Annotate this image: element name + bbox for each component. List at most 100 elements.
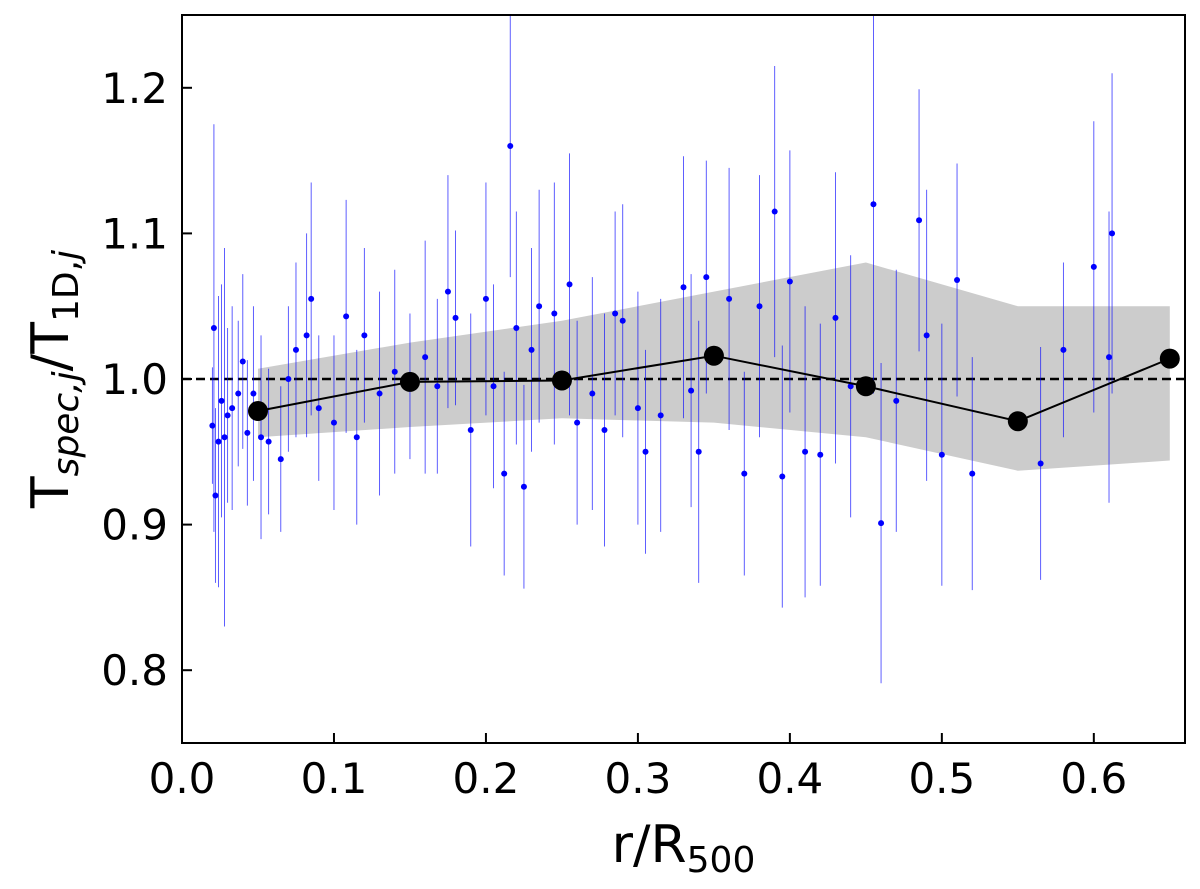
data-point <box>343 313 350 320</box>
data-point <box>250 390 257 397</box>
y-axis-label-part: 1D, <box>46 260 87 322</box>
data-point <box>771 208 778 215</box>
data-point <box>726 295 733 302</box>
data-point <box>680 284 687 291</box>
x-tick-label: 0.2 <box>453 754 520 803</box>
x-tick-label: 0.4 <box>756 754 823 803</box>
data-point <box>779 473 786 480</box>
data-point <box>536 303 543 310</box>
data-point <box>490 383 497 390</box>
data-point <box>513 325 520 332</box>
data-point <box>315 405 322 412</box>
data-point <box>292 346 299 353</box>
data-point <box>209 422 216 429</box>
x-axis-label-part: 500 <box>687 840 756 881</box>
data-point <box>832 314 839 321</box>
data-point <box>786 278 793 285</box>
data-point <box>391 368 398 375</box>
data-point <box>376 390 383 397</box>
data-point <box>244 429 251 436</box>
data-point <box>501 470 508 477</box>
data-point <box>938 451 945 458</box>
x-tick-label: 0.1 <box>301 754 368 803</box>
data-point <box>847 383 854 390</box>
data-point <box>893 397 900 404</box>
data-point <box>756 303 763 310</box>
data-point <box>258 434 265 441</box>
data-point <box>330 419 337 426</box>
data-point <box>954 276 961 283</box>
data-point <box>507 143 514 150</box>
y-tick-label: 1.0 <box>101 355 168 404</box>
data-point <box>817 451 824 458</box>
data-point <box>566 281 573 288</box>
x-tick-label: 0.6 <box>1060 754 1127 803</box>
data-point <box>703 274 710 281</box>
y-tick-label: 0.9 <box>101 501 168 550</box>
data-point <box>239 358 246 365</box>
data-point <box>218 397 225 404</box>
data-point <box>612 310 619 317</box>
data-point <box>695 448 702 455</box>
data-point <box>482 295 489 302</box>
data-point <box>741 470 748 477</box>
data-point <box>688 387 695 394</box>
binned-point <box>855 376 876 397</box>
data-point <box>235 390 242 397</box>
y-axis-label-part: T <box>21 476 81 509</box>
data-point <box>969 470 976 477</box>
data-point <box>422 354 429 361</box>
data-point <box>574 419 581 426</box>
data-point <box>528 346 535 353</box>
data-point <box>923 332 930 339</box>
data-point <box>1060 346 1067 353</box>
x-tick-label: 0.3 <box>605 754 672 803</box>
data-point <box>212 492 219 499</box>
data-point <box>361 332 368 339</box>
data-point <box>878 520 885 527</box>
data-point <box>467 426 474 433</box>
data-point <box>870 201 877 208</box>
data-point <box>221 434 228 441</box>
x-axis-label: r/R500 <box>612 815 756 881</box>
data-point <box>444 288 451 295</box>
data-point <box>229 405 236 412</box>
data-point <box>452 314 459 321</box>
data-point <box>802 448 809 455</box>
data-point <box>916 217 923 224</box>
y-axis-label-part: /T <box>21 322 81 372</box>
binned-point <box>399 371 420 392</box>
y-tick-label: 1.1 <box>101 209 168 258</box>
y-axis-label-part: spec,j <box>46 371 87 476</box>
data-point <box>601 426 608 433</box>
y-tick-label: 0.8 <box>101 646 168 695</box>
data-point <box>308 295 315 302</box>
data-point <box>285 376 292 382</box>
x-tick-label: 0.5 <box>908 754 975 803</box>
y-tick-label: 1.2 <box>101 64 168 113</box>
data-point <box>520 483 527 490</box>
binned-point <box>1159 348 1180 369</box>
data-point <box>215 438 222 445</box>
data-point <box>642 448 649 455</box>
data-point <box>619 317 626 324</box>
data-point <box>657 412 664 419</box>
data-point <box>1106 354 1113 361</box>
data-point <box>551 310 558 317</box>
data-point <box>1109 230 1116 237</box>
data-point <box>353 434 360 441</box>
data-point <box>277 456 284 463</box>
data-point <box>434 383 441 390</box>
data-point <box>589 390 596 397</box>
data-point <box>1090 263 1097 270</box>
binned-point <box>703 345 724 366</box>
data-point <box>210 325 217 332</box>
data-point <box>265 438 272 445</box>
data-point <box>634 405 641 412</box>
binned-point <box>247 401 268 422</box>
binned-point <box>551 370 572 391</box>
x-tick-label: 0.0 <box>149 754 216 803</box>
x-axis-label-part: r/R <box>612 815 687 875</box>
data-point <box>303 332 310 339</box>
